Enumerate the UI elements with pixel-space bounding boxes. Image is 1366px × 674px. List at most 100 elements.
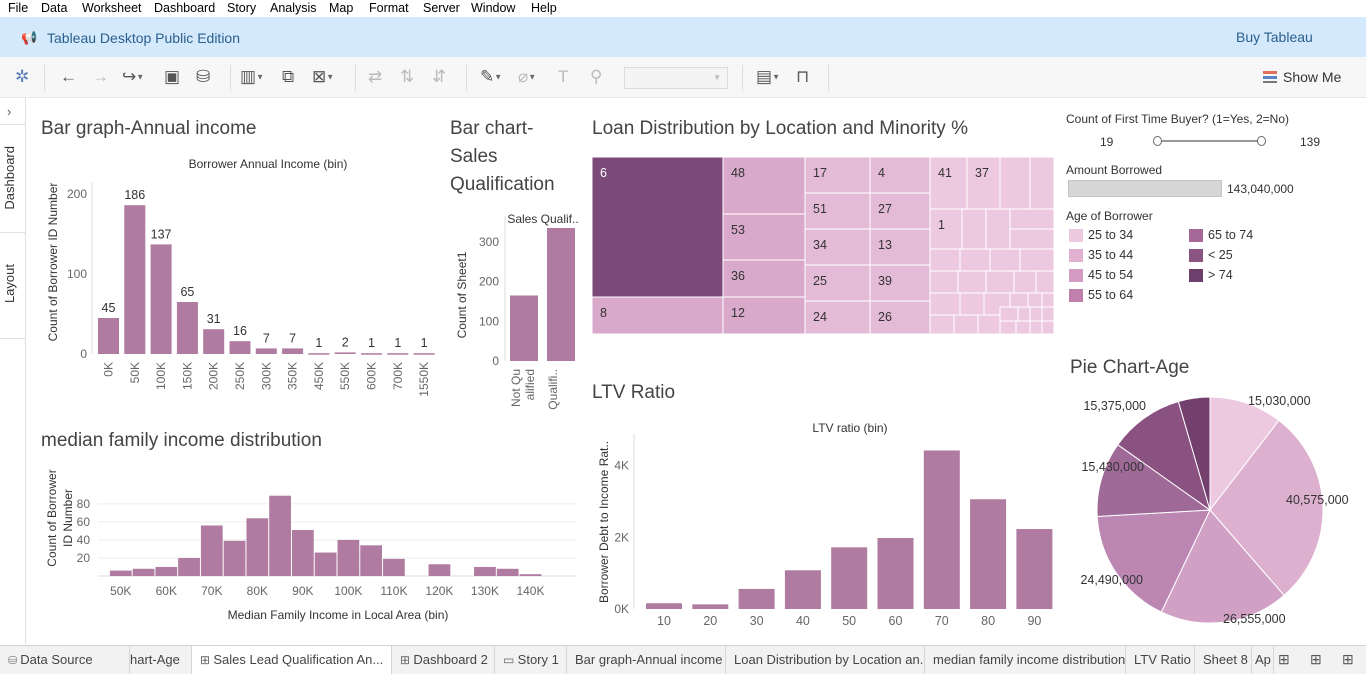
new-datasource-icon[interactable]: ⛁ xyxy=(196,67,211,86)
menu-file[interactable]: File xyxy=(8,1,29,15)
legend-swatch[interactable] xyxy=(1069,269,1083,282)
clear-sheet-icon[interactable]: ⊠▼ xyxy=(312,67,335,86)
toolbar-divider xyxy=(466,65,467,91)
bar xyxy=(428,564,451,576)
tab-sales-lead-dashboard[interactable]: ⊞ Sales Lead Qualification An... xyxy=(192,646,392,674)
first-time-buyer-slider-track[interactable] xyxy=(1157,140,1264,142)
tab-sheet-8[interactable]: Sheet 8 xyxy=(1195,646,1252,674)
bar xyxy=(970,499,1007,609)
sort-ascending-icon[interactable]: ⇅ xyxy=(400,67,415,86)
fit-dropdown[interactable]: ▼ xyxy=(624,67,728,89)
text-label-icon[interactable]: T xyxy=(558,67,569,86)
sheet-tabs-bar: ⛁ Data Source hart-Age ⊞ Sales Lead Qual… xyxy=(0,645,1366,674)
tab-pie-chart-age[interactable]: hart-Age xyxy=(130,646,192,674)
tab-ap[interactable]: Ap xyxy=(1252,646,1274,674)
legend-label[interactable]: > 74 xyxy=(1208,268,1233,282)
pie-slice-label: 24,490,000 xyxy=(1080,573,1143,587)
sidebar-divider xyxy=(0,232,26,233)
tab-median-family-income[interactable]: median family income distribution xyxy=(925,646,1126,674)
duplicate-icon[interactable]: ⧉ xyxy=(282,67,295,86)
treemap-cell xyxy=(1035,270,1054,294)
new-story-tab-icon[interactable]: ⊞ xyxy=(1342,651,1354,667)
tab-ltv-ratio[interactable]: LTV Ratio xyxy=(1126,646,1195,674)
treemap-cell xyxy=(957,270,987,294)
sidebar-tab-dashboard[interactable]: Dashboard xyxy=(2,146,17,210)
swap-icon[interactable]: ⇄ xyxy=(368,67,383,86)
legend-swatch[interactable] xyxy=(1069,249,1083,262)
legend-swatch[interactable] xyxy=(1189,249,1203,262)
undo-icon[interactable]: ← xyxy=(60,67,77,86)
menu-worksheet[interactable]: Worksheet xyxy=(82,1,142,15)
treemap-cell xyxy=(929,314,955,334)
menu-format[interactable]: Format xyxy=(369,1,409,15)
menu-map[interactable]: Map xyxy=(329,1,354,15)
treemap-cell xyxy=(1041,292,1054,308)
menu-data[interactable]: Data xyxy=(41,1,68,15)
tab-loan-distribution[interactable]: Loan Distribution by Location an... xyxy=(726,646,925,674)
tab-data-source[interactable]: ⛁ Data Source xyxy=(0,646,130,674)
chevron-right-icon[interactable]: › xyxy=(7,104,12,119)
legend-label[interactable]: 45 to 54 xyxy=(1088,268,1134,282)
tab-story-1[interactable]: ▭ Story 1 xyxy=(495,646,567,674)
bar xyxy=(246,518,269,576)
sort-descending-icon[interactable]: ⇵ xyxy=(432,67,447,86)
bar xyxy=(308,353,330,355)
y-tick-label: 2K xyxy=(614,530,629,544)
pin-icon[interactable]: ⚲ xyxy=(590,67,603,86)
x-tick-label: 50K xyxy=(110,584,131,598)
new-worksheet-icon[interactable]: ▥▼ xyxy=(240,67,264,86)
sales-qualification-chart: Sales Qualif.. Count of Sheet1 0 100 200 300 N… xyxy=(455,212,579,410)
legend-label[interactable]: 25 to 34 xyxy=(1088,228,1134,242)
amount-borrowed-bar[interactable] xyxy=(1068,180,1222,197)
treemap-cell xyxy=(869,300,931,334)
save-icon[interactable]: ▣ xyxy=(164,67,181,86)
menu-help[interactable]: Help xyxy=(531,1,557,15)
x-tick-label: 600K xyxy=(365,362,379,390)
slider-min-handle[interactable] xyxy=(1153,136,1162,146)
redo-icon[interactable]: → xyxy=(92,67,109,86)
slider-max-handle[interactable] xyxy=(1257,136,1266,146)
legend-label[interactable]: 35 to 44 xyxy=(1088,248,1134,262)
menu-server[interactable]: Server xyxy=(423,1,460,15)
bar xyxy=(646,603,682,609)
legend-swatch[interactable] xyxy=(1069,229,1083,242)
database-icon: ⛁ xyxy=(8,655,21,667)
menu-window[interactable]: Window xyxy=(471,1,516,15)
tab-bar-graph-annual-income[interactable]: Bar graph-Annual income xyxy=(567,646,726,674)
data-label: 31 xyxy=(207,312,221,326)
tab-label: Sales Lead Qualification An... xyxy=(213,652,384,667)
x-tick-label: 700K xyxy=(391,362,405,390)
pie-slice xyxy=(1160,509,1285,624)
treemap-cell xyxy=(1027,292,1043,308)
bar xyxy=(124,205,146,354)
menu-analysis[interactable]: Analysis xyxy=(270,1,317,15)
new-worksheet-tab-icon[interactable]: ⊞ xyxy=(1278,651,1290,667)
data-label: 1 xyxy=(368,336,375,350)
show-me-button[interactable]: Show Me xyxy=(1263,69,1341,85)
tab-dashboard-2[interactable]: ⊞ Dashboard 2 xyxy=(392,646,495,674)
loan-distribution-title: Loan Distribution by Location and Minori… xyxy=(592,118,968,139)
sidebar-tab-layout[interactable]: Layout xyxy=(2,264,17,304)
buy-tableau-link[interactable]: Buy Tableau xyxy=(1236,29,1313,45)
replay-icon[interactable]: ↪▼ xyxy=(122,67,145,86)
menu-dashboard[interactable]: Dashboard xyxy=(154,1,216,15)
menu-story[interactable]: Story xyxy=(227,1,257,15)
x-tick-label: Not Qu xyxy=(509,369,523,407)
card-view-icon[interactable]: ▤▼ xyxy=(756,67,780,86)
highlight-icon[interactable]: ✎▼ xyxy=(480,67,503,86)
treemap-cell xyxy=(929,248,961,272)
legend-swatch[interactable] xyxy=(1189,229,1203,242)
tableau-logo-icon[interactable]: ✲ xyxy=(15,67,30,86)
legend-label[interactable]: 65 to 74 xyxy=(1208,228,1254,242)
new-dashboard-tab-icon[interactable]: ⊞ xyxy=(1310,651,1322,667)
presentation-icon[interactable]: ⊓ xyxy=(796,67,810,86)
legend-swatch[interactable] xyxy=(1069,289,1083,302)
x-tick-label: 150K xyxy=(180,362,194,390)
legend-swatch[interactable] xyxy=(1189,269,1203,282)
legend-label[interactable]: 55 to 64 xyxy=(1088,288,1134,302)
treemap-label: 53 xyxy=(731,223,745,237)
data-label: 137 xyxy=(151,227,172,241)
treemap-cell xyxy=(1009,292,1029,308)
legend-label[interactable]: < 25 xyxy=(1208,248,1233,262)
attach-icon[interactable]: ⌀▼ xyxy=(518,67,537,86)
